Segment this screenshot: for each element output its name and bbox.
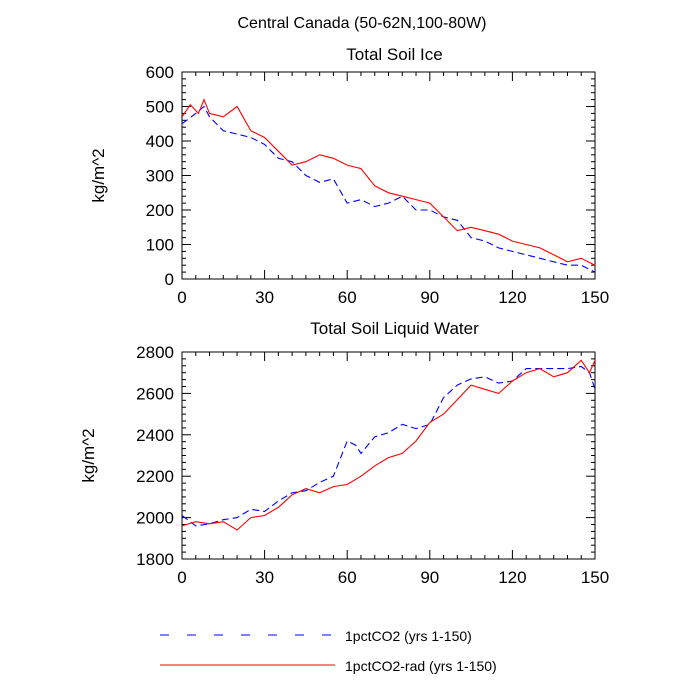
x-tick-label: 0 — [177, 288, 186, 307]
panel-total-soil-ice: Total Soil Ice kg/m^2 0 30 60 90 120 150 0 100 200… — [89, 45, 609, 307]
chart-title: Total Soil Ice — [346, 45, 442, 64]
x-tick-label: 0 — [177, 568, 186, 587]
y-tick-label: 2000 — [136, 509, 174, 528]
legend-label-1pctco2-rad: 1pctCO2-rad (yrs 1-150) — [345, 658, 497, 674]
y-tick-label: 2600 — [136, 384, 174, 403]
x-tick-label: 90 — [420, 568, 439, 587]
x-tick-label: 30 — [255, 288, 274, 307]
y-tick-label: 600 — [146, 63, 174, 82]
plot-frame — [181, 351, 596, 560]
figure-title: Central Canada (50-62N,100-80W) — [237, 15, 486, 32]
x-tick-label: 120 — [498, 288, 526, 307]
series-line-1pctco2 — [181, 105, 596, 273]
series-line-1pctco2 — [181, 365, 596, 527]
y-tick-label: 500 — [146, 98, 174, 117]
x-tick-label: 90 — [420, 288, 439, 307]
series-line-1pctco2-rad — [181, 359, 596, 531]
y-tick-label: 100 — [146, 236, 174, 255]
y-tick-label: 1800 — [136, 550, 174, 569]
plot-frame — [181, 71, 596, 280]
chart-title: Total Soil Liquid Water — [310, 319, 479, 338]
legend: 1pctCO2 (yrs 1-150) 1pctCO2-rad (yrs 1-1… — [160, 628, 497, 674]
x-tick-label: 60 — [338, 288, 357, 307]
y-tick-label: 0 — [165, 270, 174, 289]
legend-label-1pctco2: 1pctCO2 (yrs 1-150) — [345, 628, 472, 644]
y-tick-label: 200 — [146, 201, 174, 220]
x-tick-label: 150 — [581, 568, 609, 587]
y-tick-label: 400 — [146, 132, 174, 151]
y-axis-label: kg/m^2 — [89, 148, 108, 202]
x-tick-label: 30 — [255, 568, 274, 587]
y-tick-label: 2400 — [136, 426, 174, 445]
x-tick-label: 120 — [498, 568, 526, 587]
y-axis-label: kg/m^2 — [79, 428, 98, 482]
x-tick-label: 150 — [581, 288, 609, 307]
y-tick-label: 2800 — [136, 343, 174, 362]
y-tick-label: 2200 — [136, 467, 174, 486]
panel-total-soil-liquid-water: Total Soil Liquid Water kg/m^2 0 30 60 90 120 1… — [79, 319, 609, 587]
x-tick-label: 60 — [338, 568, 357, 587]
y-tick-label: 300 — [146, 167, 174, 186]
series-line-1pctco2-rad — [181, 98, 596, 266]
